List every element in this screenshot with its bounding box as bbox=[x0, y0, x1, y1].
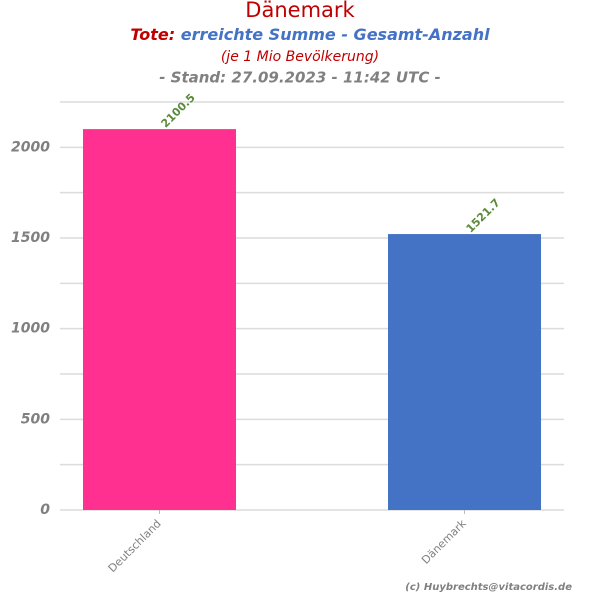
credit: (c) Huybrechts@vitacordis.de bbox=[405, 582, 572, 593]
subtitle-main: erreichte Summe - Gesamt-Anzahl bbox=[181, 25, 490, 44]
y-tick-label: 1000 bbox=[11, 321, 50, 337]
value-label: 2100.5 bbox=[159, 91, 198, 130]
bar bbox=[388, 234, 541, 510]
y-tick-label: 500 bbox=[21, 411, 50, 427]
x-tick-label: Deutschland bbox=[106, 517, 164, 575]
stand: - Stand: 27.09.2023 - 11:42 UTC - bbox=[159, 69, 441, 87]
y-tick-label: 2000 bbox=[11, 139, 50, 155]
x-tick-label: Dänemark bbox=[419, 517, 469, 567]
chart-title: Dänemark bbox=[245, 0, 355, 22]
y-tick-label: 1500 bbox=[11, 230, 50, 246]
y-tick-label: 0 bbox=[40, 502, 50, 518]
subtitle-note: (je 1 Mio Bevölkerung) bbox=[221, 49, 379, 65]
bar bbox=[83, 129, 236, 511]
subtitle-prefix: Tote: bbox=[130, 25, 175, 44]
chart-subtitle: Tote: erreichte Summe - Gesamt-Anzahl bbox=[130, 25, 490, 44]
value-label: 1521.7 bbox=[464, 196, 503, 235]
